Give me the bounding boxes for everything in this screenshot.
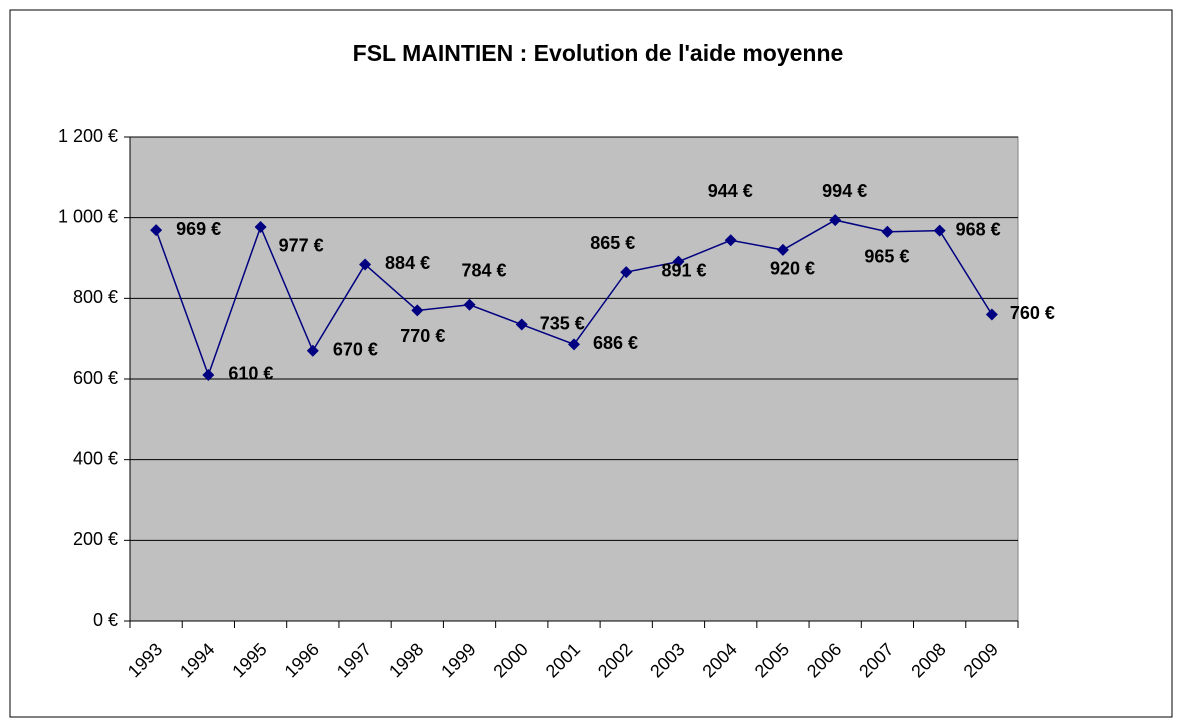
y-tick-label: 600 € — [73, 368, 118, 388]
point — [672, 255, 685, 268]
point — [568, 338, 580, 351]
y-tick-label: 1 200 € — [58, 126, 118, 146]
value-label: 610 € — [228, 364, 273, 384]
value-label: 865 € — [590, 233, 635, 253]
chart-title: FSL MAINTIEN : Evolution de l'aide moyen… — [353, 40, 844, 66]
value-label: 994 € — [822, 181, 867, 201]
point — [254, 220, 267, 233]
value-label: 969 € — [176, 219, 221, 239]
y-tick-label: 1 000 € — [58, 206, 118, 226]
point — [724, 234, 737, 247]
value-label: 735 € — [540, 313, 585, 333]
y-tick-label: 400 € — [73, 448, 118, 468]
point — [411, 304, 424, 317]
point — [306, 344, 319, 357]
value-label: 965 € — [864, 247, 909, 267]
value-label: 770 € — [400, 326, 445, 346]
point — [515, 318, 528, 331]
point — [620, 266, 633, 279]
point — [776, 243, 789, 256]
point — [359, 258, 372, 271]
point — [829, 214, 842, 227]
value-label: 670 € — [333, 340, 378, 360]
y-tick-label: 200 € — [73, 529, 118, 549]
point — [881, 225, 894, 238]
value-label: 784 € — [462, 261, 507, 281]
point — [933, 224, 946, 237]
value-label: 884 € — [385, 253, 430, 273]
point — [985, 308, 998, 321]
value-label: 944 € — [708, 181, 753, 201]
value-label: 686 € — [593, 333, 638, 353]
value-label: 920 € — [770, 259, 815, 279]
point — [150, 224, 163, 237]
point — [202, 368, 215, 381]
value-label: 760 € — [1010, 303, 1055, 323]
value-label: 968 € — [956, 219, 1001, 239]
point — [463, 298, 476, 311]
y-tick-label: 800 € — [73, 287, 118, 307]
y-tick-label: 0 € — [93, 610, 118, 630]
value-label: 977 € — [279, 236, 324, 256]
value-label: 891 € — [661, 260, 706, 280]
